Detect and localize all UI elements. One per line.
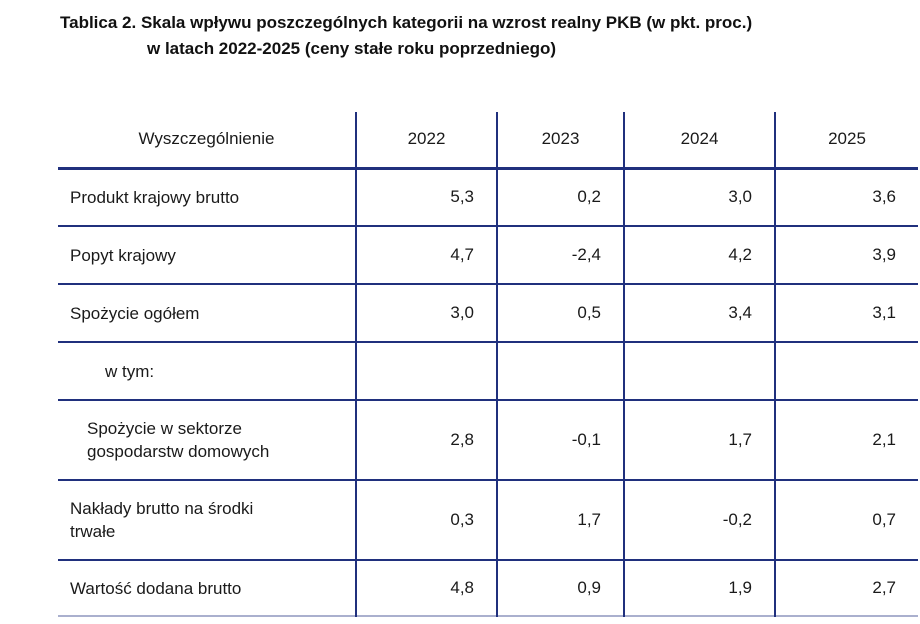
row-label: Nakłady brutto na środki trwałe bbox=[70, 499, 254, 541]
table-row-gdp: Produkt krajowy brutto 5,3 0,2 3,0 3,6 bbox=[58, 168, 918, 226]
table-title: Tablica 2. Skala wpływu poszczególnych k… bbox=[60, 10, 752, 62]
row-label: Wartość dodana brutto bbox=[70, 578, 242, 598]
table-title-line2: w latach 2022-2025 (ceny stałe roku popr… bbox=[147, 39, 557, 58]
cell-value bbox=[774, 342, 918, 400]
table-header-row: Wyszczególnienie 2022 2023 2024 2025 bbox=[58, 112, 918, 168]
cell-value: 3,9 bbox=[774, 226, 918, 284]
cell-value: -0,2 bbox=[623, 480, 775, 560]
cell-value: 3,0 bbox=[623, 168, 775, 226]
cell-value bbox=[355, 342, 497, 400]
row-label: Spożycie ogółem bbox=[70, 303, 200, 323]
cell-value: 2,1 bbox=[774, 400, 918, 480]
cell-value: 1,7 bbox=[623, 400, 775, 480]
cell-value: -0,1 bbox=[496, 400, 624, 480]
header-year-2022: 2022 bbox=[355, 112, 497, 168]
cell-value: 0,7 bbox=[774, 480, 918, 560]
cell-value: 5,3 bbox=[355, 168, 497, 226]
table-title-line1: Tablica 2. Skala wpływu poszczególnych k… bbox=[60, 13, 753, 32]
cell-value: 0,3 bbox=[355, 480, 497, 560]
cell-value: 4,8 bbox=[355, 560, 497, 616]
cell-value: 1,9 bbox=[623, 560, 775, 616]
gdp-impact-table: Wyszczególnienie 2022 2023 2024 2025 Pro… bbox=[58, 112, 918, 617]
cell-value bbox=[496, 342, 624, 400]
cell-value: 1,7 bbox=[496, 480, 624, 560]
table-row-of-which: w tym: bbox=[58, 342, 918, 400]
header-year-2024: 2024 bbox=[623, 112, 775, 168]
cell-value: 0,5 bbox=[496, 284, 624, 342]
header-year-2023: 2023 bbox=[496, 112, 624, 168]
cell-value: 3,4 bbox=[623, 284, 775, 342]
header-specification: Wyszczególnienie bbox=[138, 129, 275, 149]
row-label: Produkt krajowy brutto bbox=[70, 187, 240, 207]
cell-value: 3,1 bbox=[774, 284, 918, 342]
cell-value: 0,2 bbox=[496, 168, 624, 226]
row-label: w tym: bbox=[105, 361, 155, 381]
table-row-total-consumption: Spożycie ogółem 3,0 0,5 3,4 3,1 bbox=[58, 284, 918, 342]
cell-value: 2,7 bbox=[774, 560, 918, 616]
table-row-household-consumption: Spożycie w sektorze gospodarstw domowych… bbox=[58, 400, 918, 480]
cell-value: 3,6 bbox=[774, 168, 918, 226]
header-year-2025: 2025 bbox=[774, 112, 918, 168]
table-row-gross-fixed-capital: Nakłady brutto na środki trwałe 0,3 1,7 … bbox=[58, 480, 918, 560]
cell-value: 0,9 bbox=[496, 560, 624, 616]
table-row-domestic-demand: Popyt krajowy 4,7 -2,4 4,2 3,9 bbox=[58, 226, 918, 284]
cell-value: 4,2 bbox=[623, 226, 775, 284]
cell-value: 2,8 bbox=[355, 400, 497, 480]
row-label: Popyt krajowy bbox=[70, 245, 176, 265]
table-row-gross-value-added: Wartość dodana brutto 4,8 0,9 1,9 2,7 bbox=[58, 560, 918, 616]
cell-value: 3,0 bbox=[355, 284, 497, 342]
row-label: Spożycie w sektorze gospodarstw domowych bbox=[87, 419, 270, 461]
cell-value: -2,4 bbox=[496, 226, 624, 284]
cell-value bbox=[623, 342, 775, 400]
cell-value: 4,7 bbox=[355, 226, 497, 284]
